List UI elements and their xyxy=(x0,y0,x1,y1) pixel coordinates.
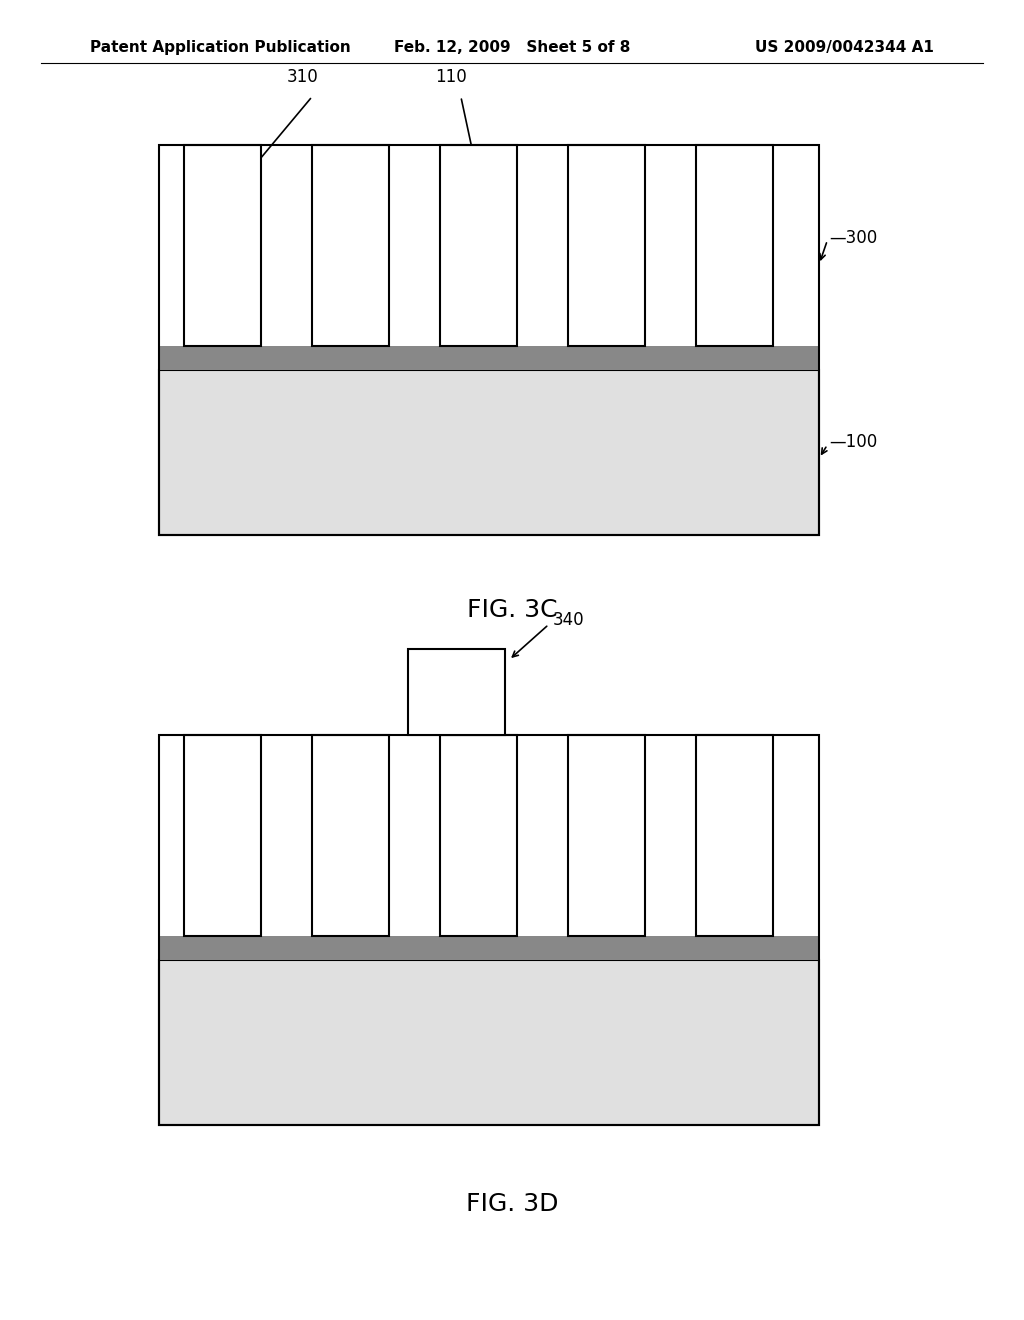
Text: Feb. 12, 2009   Sheet 5 of 8: Feb. 12, 2009 Sheet 5 of 8 xyxy=(394,40,630,55)
Bar xyxy=(159,735,819,960)
Bar xyxy=(696,145,773,346)
Text: 310: 310 xyxy=(286,67,318,86)
Bar xyxy=(408,649,505,735)
Text: 110: 110 xyxy=(434,67,467,86)
Text: Patent Application Publication: Patent Application Publication xyxy=(90,40,351,55)
Bar xyxy=(159,145,819,535)
Bar xyxy=(440,735,517,936)
Text: 340: 340 xyxy=(553,611,585,630)
Bar xyxy=(184,145,261,346)
Bar xyxy=(440,145,517,346)
Bar xyxy=(159,370,819,535)
Bar xyxy=(568,145,645,346)
Bar xyxy=(159,960,819,1125)
Bar xyxy=(568,735,645,936)
Bar xyxy=(159,735,819,1125)
Bar xyxy=(159,936,819,960)
Bar xyxy=(696,735,773,936)
Bar xyxy=(159,145,819,370)
Bar xyxy=(159,346,819,370)
Text: FIG. 3D: FIG. 3D xyxy=(466,1192,558,1216)
Text: FIG. 3C: FIG. 3C xyxy=(467,598,557,622)
Bar xyxy=(312,735,389,936)
Text: —100: —100 xyxy=(829,433,878,451)
Bar xyxy=(184,735,261,936)
Text: —300: —300 xyxy=(829,228,878,247)
Bar xyxy=(312,145,389,346)
Text: US 2009/0042344 A1: US 2009/0042344 A1 xyxy=(755,40,934,55)
